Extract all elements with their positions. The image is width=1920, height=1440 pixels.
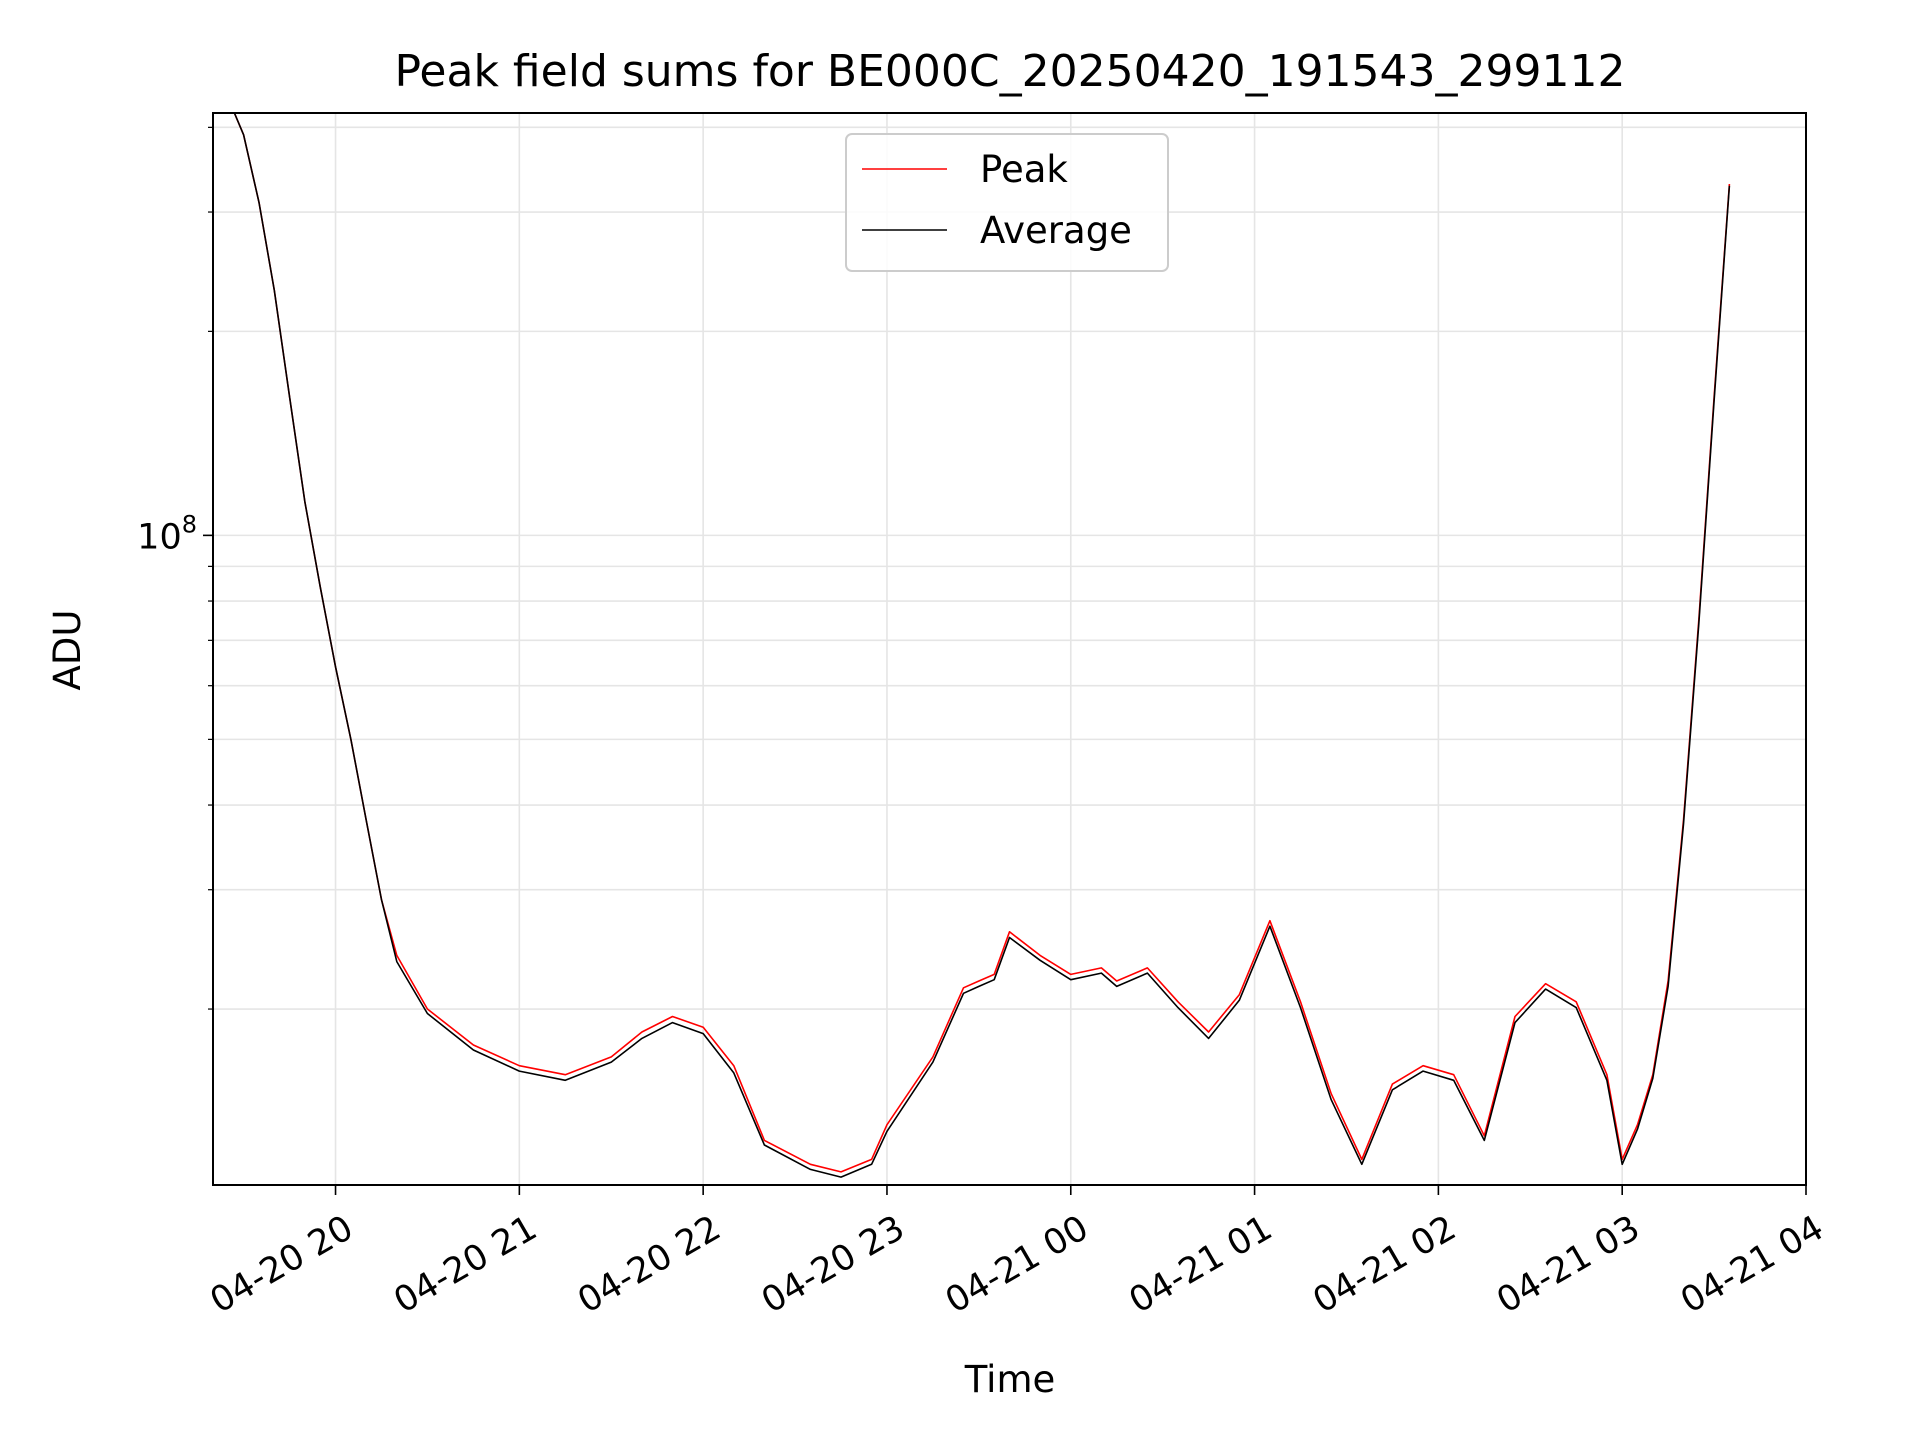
- series-line-average: [233, 113, 1731, 1178]
- y-axis-label: ADU: [46, 610, 89, 691]
- x-axis-label: Time: [964, 1358, 1056, 1401]
- legend-peak-label: Peak: [980, 148, 1068, 191]
- y-axis: 108: [137, 126, 213, 1010]
- chart-title: Peak field sums for BE000C_20250420_1915…: [394, 46, 1625, 97]
- plot-lines: [233, 113, 1731, 1178]
- y-tick-label: 108: [137, 510, 197, 557]
- legend: Peak Average: [845, 133, 1169, 272]
- legend-average-label: Average: [980, 209, 1132, 252]
- plot-frame: [212, 112, 1807, 1186]
